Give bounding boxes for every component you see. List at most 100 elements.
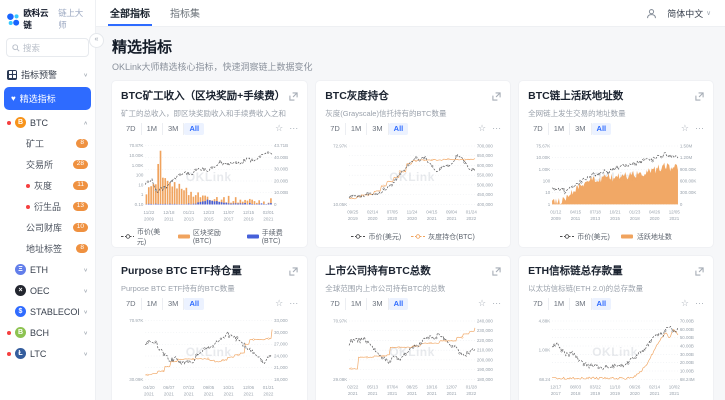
range-button-3m[interactable]: 3M xyxy=(163,297,185,310)
svg-text:12/17: 12/17 xyxy=(550,384,562,389)
chart-canvas[interactable]: 33,000 30,000 27,000 24,000 21,000 18,000 70.9… xyxy=(121,311,298,400)
range-button-3m[interactable]: 3M xyxy=(367,123,389,135)
range-button-all[interactable]: All xyxy=(388,297,409,310)
range-button-all[interactable]: All xyxy=(591,123,612,135)
count-badge: 8 xyxy=(76,139,88,148)
tab-indicator-sets[interactable]: 指标集 xyxy=(170,9,200,20)
sidebar-subitem-btc[interactable]: 衍生品 13 xyxy=(0,196,95,217)
expand-icon[interactable] xyxy=(695,88,704,106)
favorite-star-icon[interactable]: ☆ xyxy=(680,123,689,134)
legend-item[interactable]: 币价(美元) xyxy=(121,227,167,247)
range-button-3m[interactable]: 3M xyxy=(570,123,592,135)
chart-canvas[interactable]: 43.71B40.00B30.00B20.00B10.00B070.87K10.… xyxy=(121,136,298,231)
favorite-star-icon[interactable]: ☆ xyxy=(478,298,487,309)
svg-text:68.24: 68.24 xyxy=(539,376,551,381)
favorite-star-icon[interactable]: ☆ xyxy=(275,298,284,309)
range-button-3m[interactable]: 3M xyxy=(570,297,592,310)
count-badge: 11 xyxy=(73,181,88,190)
range-button-7d[interactable]: 7D xyxy=(528,297,549,310)
svg-text:1: 1 xyxy=(548,202,551,207)
svg-text:12/07: 12/07 xyxy=(446,384,458,389)
range-button-3m[interactable]: 3M xyxy=(367,297,389,310)
range-button-7d[interactable]: 7D xyxy=(528,123,549,135)
chevron-up-icon: ∧ xyxy=(83,120,88,126)
sidebar-subitem-btc[interactable]: 公司财库 10 xyxy=(0,217,95,238)
legend-item[interactable]: 活跃地址数 xyxy=(620,232,672,242)
legend-item[interactable]: 手续费(BTC) xyxy=(246,228,298,245)
heart-icon: ♥ xyxy=(11,93,16,103)
tab-all-indicators[interactable]: 全部指标 xyxy=(108,0,152,26)
expand-icon[interactable] xyxy=(492,263,501,281)
more-options-icon[interactable]: ··· xyxy=(289,298,299,309)
range-button-7d[interactable]: 7D xyxy=(325,123,346,135)
range-button-1m[interactable]: 1M xyxy=(346,297,368,310)
svg-text:2021: 2021 xyxy=(650,391,660,396)
legend-item[interactable]: 币价(美元) xyxy=(351,232,401,242)
svg-text:10.00B: 10.00B xyxy=(274,190,288,195)
sidebar-subitem-btc[interactable]: 矿工 8 xyxy=(0,133,95,154)
sidebar-coin-eth[interactable]: Ξ ETH ∨ xyxy=(0,259,95,280)
expand-icon[interactable] xyxy=(289,263,298,281)
sidebar-coin-bch[interactable]: B BCH ∨ xyxy=(0,322,95,343)
page-title: 精选指标 xyxy=(112,39,173,56)
sidebar-collapse-button[interactable]: « xyxy=(89,33,104,48)
sidebar-item-featured[interactable]: ♥ 精选指标 xyxy=(4,87,91,110)
range-button-7d[interactable]: 7D xyxy=(121,123,142,135)
range-button-1m[interactable]: 1M xyxy=(549,297,571,310)
svg-text:2022: 2022 xyxy=(467,391,477,396)
chart-canvas[interactable]: 700,000 650,000 600,000 550,000 500,000 450,0… xyxy=(325,136,501,231)
sidebar-coin-ltc[interactable]: Ł LTC ∨ xyxy=(0,343,95,364)
svg-text:2017: 2017 xyxy=(224,216,234,221)
legend-item[interactable]: 币价(美元) xyxy=(560,232,610,242)
stablecoin-coin-icon: $ xyxy=(15,306,26,317)
legend-item[interactable]: 区块奖励(BTC) xyxy=(177,228,236,245)
chart-card-miner-revenue: BTC矿工收入（区块奖励+手续费） 矿工的总收入，即区块奖励收入和手续费收入之和… xyxy=(112,81,308,247)
chart-canvas[interactable]: 240,000 230,000 220,000 210,000 200,000 190,0… xyxy=(325,311,501,400)
expand-icon[interactable] xyxy=(492,88,501,106)
svg-text:400,000: 400,000 xyxy=(477,202,494,207)
sidebar-subitem-btc[interactable]: 灰度 11 xyxy=(0,175,95,196)
range-button-3m[interactable]: 3M xyxy=(163,123,185,135)
svg-text:40.00B: 40.00B xyxy=(680,343,694,348)
sidebar: 欧科云链 链上大师 搜索 指标预警 ∨ ♥ 精选指标 B BTC ∧ 矿工 8 交易所 28 灰度 11… xyxy=(0,0,96,400)
legend-label: 灰度持仓(BTC) xyxy=(428,233,475,241)
sidebar-coin-oec[interactable]: × OEC ∨ xyxy=(0,280,95,301)
more-options-icon[interactable]: ··· xyxy=(695,123,704,134)
brand[interactable]: 欧科云链 链上大师 xyxy=(0,0,95,37)
svg-text:60.00B: 60.00B xyxy=(680,326,694,331)
range-button-all[interactable]: All xyxy=(591,297,612,310)
range-button-all[interactable]: All xyxy=(184,123,205,135)
sidebar-coin-label: STABLECOIN xyxy=(30,306,79,317)
more-options-icon[interactable]: ··· xyxy=(289,123,299,134)
sidebar-item-alerts[interactable]: 指标预警 ∨ xyxy=(0,64,95,85)
expand-icon[interactable] xyxy=(695,263,704,281)
range-button-all[interactable]: All xyxy=(388,123,409,135)
range-button-1m[interactable]: 1M xyxy=(346,123,368,135)
language-selector[interactable]: 简体中文 ∨ xyxy=(667,7,711,20)
sidebar-coin-stablecoin[interactable]: $ STABLECOIN ∨ xyxy=(0,301,95,322)
sidebar-subitem-btc[interactable]: 地址标签 8 xyxy=(0,238,95,259)
range-button-7d[interactable]: 7D xyxy=(121,297,142,310)
favorite-star-icon[interactable]: ☆ xyxy=(275,123,284,134)
more-options-icon[interactable]: ··· xyxy=(492,123,502,134)
range-button-1m[interactable]: 1M xyxy=(549,123,571,135)
more-options-icon[interactable]: ··· xyxy=(492,298,502,309)
range-button-1m[interactable]: 1M xyxy=(142,297,164,310)
range-button-all[interactable]: All xyxy=(184,297,205,310)
svg-text:04/26: 04/26 xyxy=(649,209,661,214)
sidebar-nav: 指标预警 ∨ ♥ 精选指标 B BTC ∧ 矿工 8 交易所 28 灰度 11 衍生品 13 公司财库 10 地址… xyxy=(0,64,95,400)
more-options-icon[interactable]: ··· xyxy=(695,298,704,309)
search-input[interactable]: 搜索 xyxy=(6,38,89,57)
range-button-7d[interactable]: 7D xyxy=(325,297,346,310)
chart-canvas[interactable]: 70.00B 60.00B 50.00B 40.00B 30.00B 20.00B 10.0… xyxy=(528,311,704,400)
chart-canvas[interactable]: 1.50M1.20M900.00K600.00K300.00K075.67K10… xyxy=(528,136,704,231)
user-icon[interactable] xyxy=(646,8,657,19)
range-button-1m[interactable]: 1M xyxy=(142,123,164,135)
favorite-star-icon[interactable]: ☆ xyxy=(680,298,689,309)
expand-icon[interactable] xyxy=(289,88,298,106)
favorite-star-icon[interactable]: ☆ xyxy=(478,123,487,134)
legend-item[interactable]: 灰度持仓(BTC) xyxy=(411,232,475,242)
sidebar-coin-btc[interactable]: B BTC ∧ xyxy=(0,112,95,133)
sidebar-subitem-btc[interactable]: 交易所 28 xyxy=(0,154,95,175)
svg-text:09/05: 09/05 xyxy=(203,384,215,389)
